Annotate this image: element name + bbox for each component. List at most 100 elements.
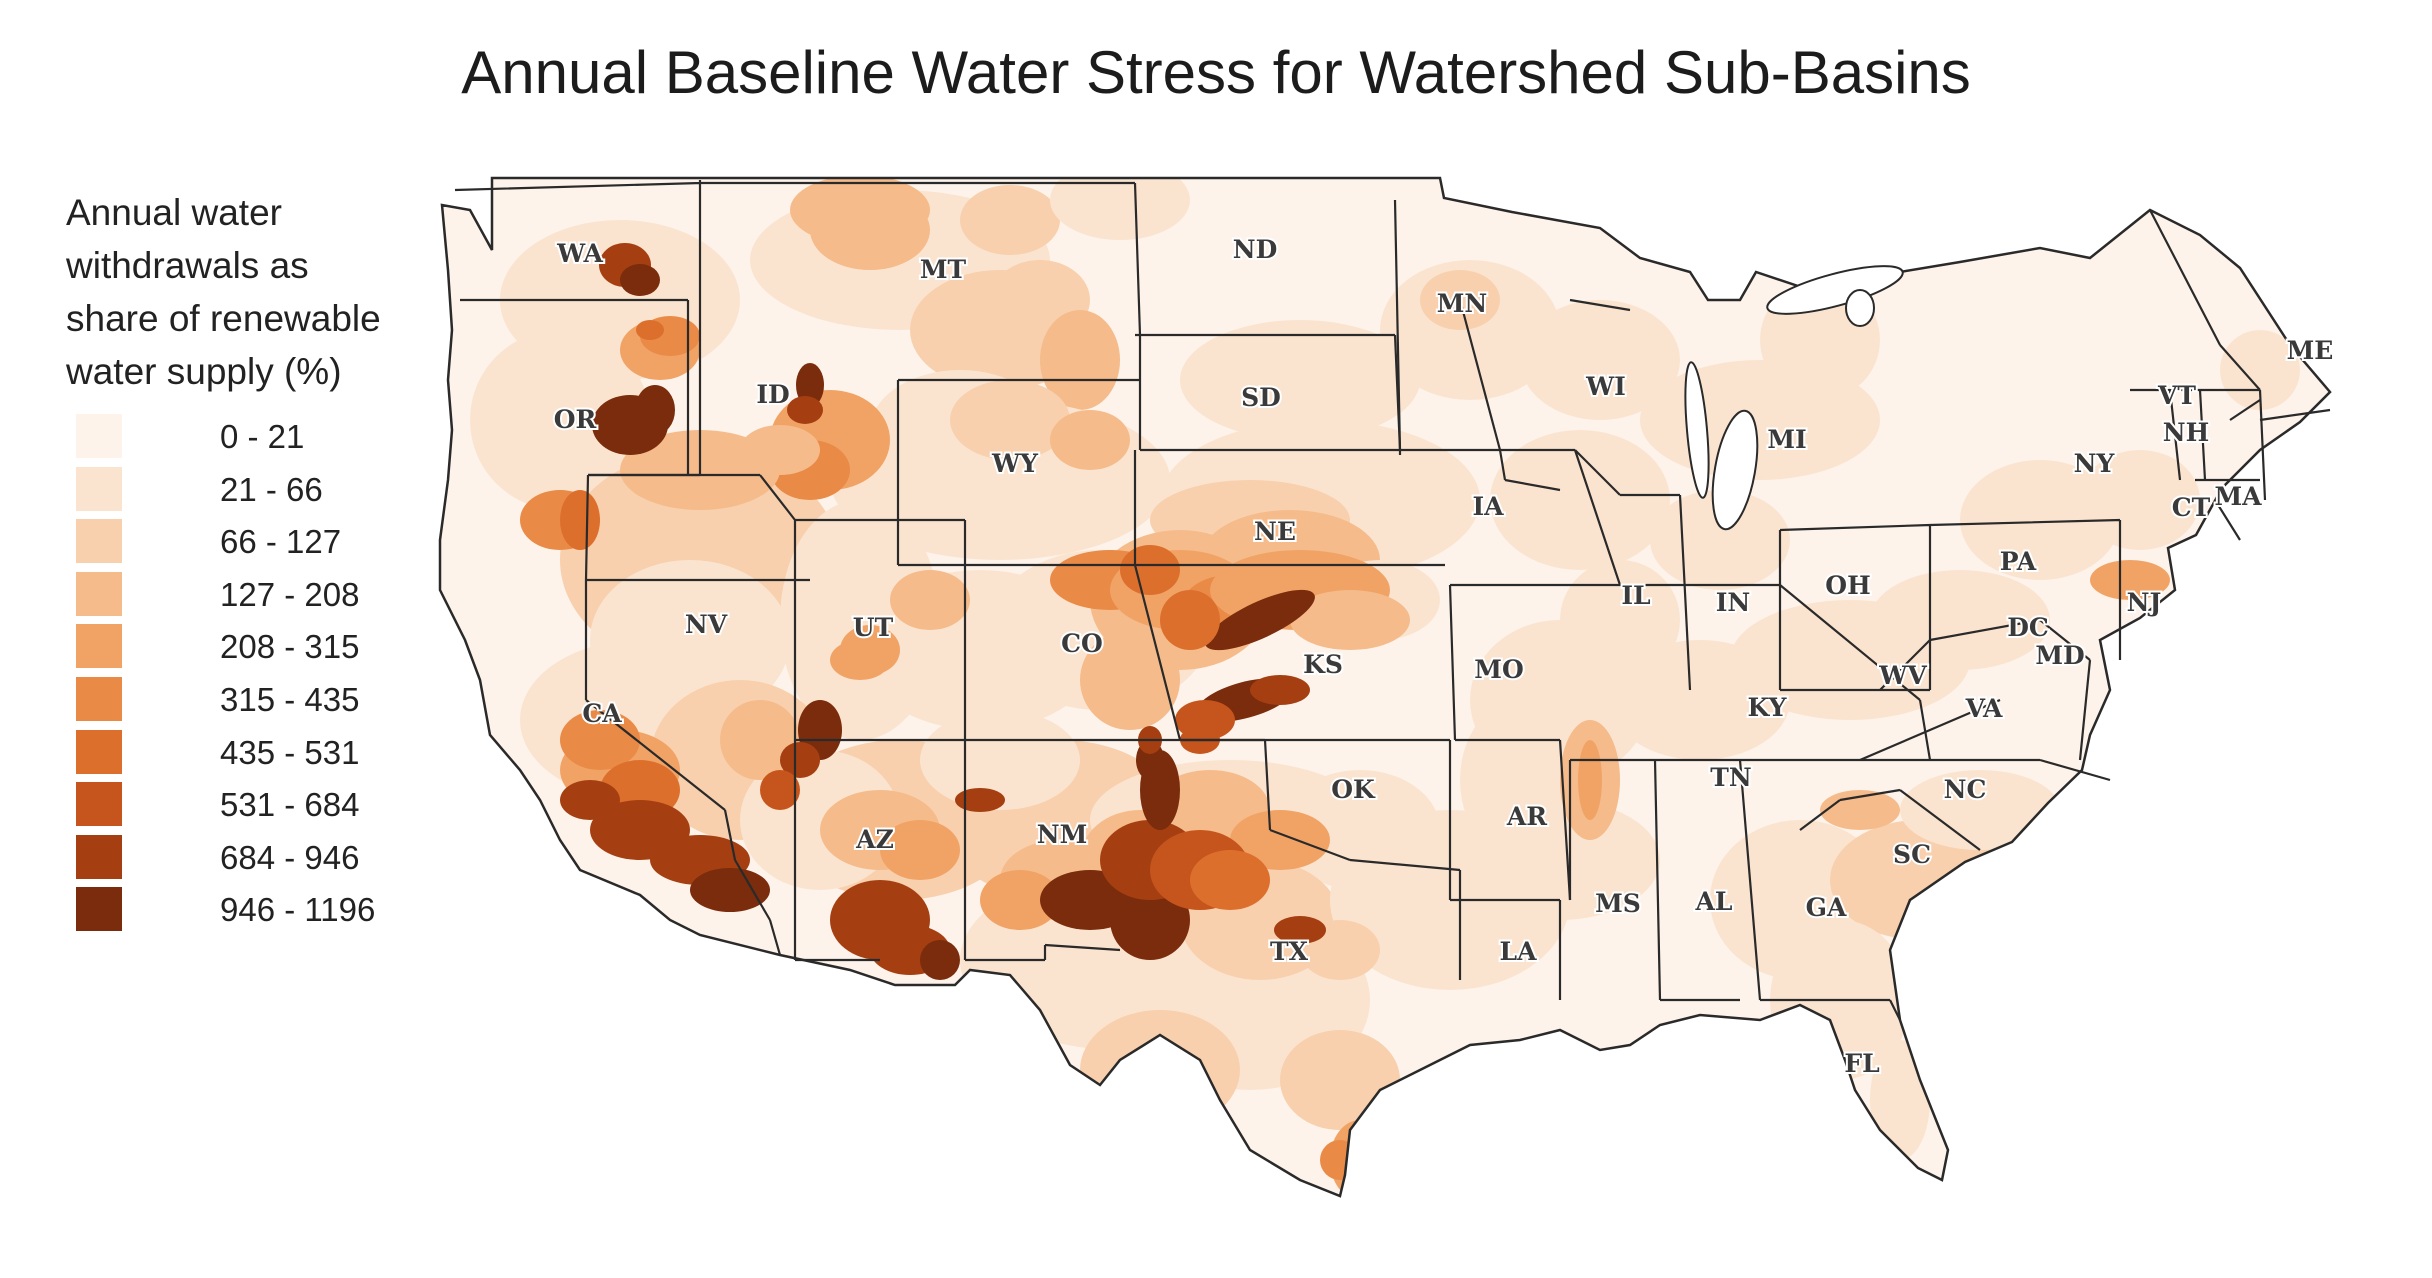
- state-label-in: IN: [1716, 588, 1751, 617]
- sub-basin: [960, 185, 1060, 255]
- sub-basin: [830, 640, 890, 680]
- state-label-va: VA: [1965, 694, 2003, 723]
- state-border: [588, 473, 967, 742]
- map-title: Annual Baseline Water Stress for Watersh…: [461, 39, 1971, 106]
- sub-basin: [1205, 589, 1315, 651]
- state-label-mn: MN: [1437, 289, 1488, 318]
- sub-basin: [787, 396, 823, 424]
- sub-basin: [1050, 410, 1130, 470]
- sub-basin: [1080, 1010, 1240, 1130]
- sub-basin: [1230, 810, 1330, 870]
- legend-class: 531 - 684: [76, 782, 416, 827]
- state-label-or: OR: [554, 405, 597, 434]
- legend-range-label: 435 - 531: [220, 733, 360, 771]
- lake: [1766, 265, 1904, 315]
- sub-basin: [790, 178, 930, 245]
- legend-swatch: [76, 782, 122, 827]
- legend-class: 0 - 21: [76, 414, 416, 458]
- sub-basin: [1080, 630, 1180, 730]
- state-label-fl: FL: [1844, 1049, 1880, 1078]
- legend-range-label: 315 - 435: [220, 681, 360, 718]
- sub-basin: [1180, 320, 1420, 440]
- legend: Annual water withdrawals as share of ren…: [66, 186, 446, 932]
- state-label-me: ME: [2287, 336, 2334, 365]
- state-label-ky: KY: [1748, 693, 1788, 722]
- state-border: [1859, 618, 2092, 762]
- sub-basin: [1560, 560, 1680, 680]
- state-border: [1448, 758, 1920, 1002]
- state-border: [1799, 788, 1981, 851]
- lake: [1684, 361, 1710, 499]
- sub-basin: [1900, 770, 2060, 850]
- state-label-ny: NY: [2074, 449, 2116, 478]
- sub-basin: [620, 264, 660, 296]
- state-border: [1574, 449, 1932, 761]
- state-label-ct: CT: [2172, 493, 2211, 522]
- state-label-tx: TX: [1270, 937, 1309, 966]
- state-label-nj: NJ: [2127, 588, 2162, 617]
- sub-basin: [2080, 450, 2200, 550]
- state-border: [700, 181, 1142, 567]
- state-label-nd: ND: [1233, 235, 1278, 264]
- state-label-ms: MS: [1595, 889, 1641, 918]
- state-label-wv: WV: [1878, 661, 1927, 690]
- sub-basin: [1290, 590, 1410, 650]
- sub-basin: [1960, 460, 2120, 580]
- legend-range-label: 531 - 684: [220, 786, 360, 824]
- legend-swatch: [76, 887, 122, 932]
- sub-basin: [1160, 590, 1220, 650]
- state-border: [1458, 298, 1631, 492]
- sub-basin: [780, 742, 820, 778]
- sub-basin: [890, 570, 970, 630]
- legend-range-label: 21 - 66: [220, 470, 323, 508]
- legend-class: 315 - 435: [76, 677, 416, 721]
- state-label-tn: TN: [1710, 763, 1751, 792]
- state-label-ne: NE: [1254, 517, 1296, 546]
- sub-basin: [920, 940, 960, 980]
- legend-range-label: 946 - 1196: [220, 891, 376, 929]
- state-label-il: IL: [1621, 581, 1651, 610]
- legend-title-line: share of renewable: [66, 298, 381, 339]
- sub-basin: [1320, 1140, 1360, 1180]
- state-label-wi: WI: [1585, 372, 1626, 401]
- state-label-co: CO: [1061, 629, 1103, 658]
- state-border: [1738, 758, 2111, 1021]
- sub-basin: [690, 868, 770, 912]
- state-label-wa: WA: [556, 239, 603, 268]
- sub-basin: [635, 385, 675, 435]
- state-label-oh: OH: [1825, 571, 1870, 600]
- legend-title-line: water supply (%): [66, 351, 342, 392]
- legend-title: Annual water withdrawals as share of ren…: [66, 186, 446, 398]
- state-label-la: LA: [1500, 937, 1538, 966]
- sub-basin: [1520, 300, 1680, 420]
- state-label-al: AL: [1695, 887, 1733, 916]
- sub-basin: [560, 780, 620, 820]
- sub-basin: [1040, 310, 1120, 410]
- legend-class: 21 - 66: [76, 466, 416, 511]
- state-border: [793, 738, 1180, 962]
- sub-basin: [1490, 430, 1670, 570]
- state-label-sc: SC: [1893, 840, 1931, 869]
- legend-class: 127 - 208: [76, 571, 416, 616]
- sub-basin: [1120, 545, 1180, 595]
- state-label-mi: MI: [1767, 425, 1806, 454]
- legend-swatch: [76, 729, 122, 774]
- sub-basin: [560, 710, 640, 770]
- state-border: [584, 580, 782, 956]
- sub-basin: [1190, 850, 1270, 910]
- legend-range-label: 0 - 21: [220, 418, 305, 455]
- sub-basin: [2090, 560, 2170, 600]
- legend-swatch: [76, 624, 122, 669]
- state-label-vt: VT: [2157, 381, 2196, 410]
- sub-basin: [796, 363, 824, 407]
- legend-swatch: [76, 571, 122, 616]
- sub-basin: [636, 320, 664, 340]
- sub-basin: [1870, 570, 2050, 670]
- state-label-nc: NC: [1944, 775, 1987, 804]
- sub-basin: [1578, 740, 1602, 820]
- sub-basin: [880, 820, 960, 880]
- legend-class: 66 - 127: [76, 519, 416, 564]
- state-label-ia: IA: [1472, 492, 1504, 521]
- sub-basin: [920, 710, 1080, 810]
- state-label-mo: MO: [1474, 655, 1523, 684]
